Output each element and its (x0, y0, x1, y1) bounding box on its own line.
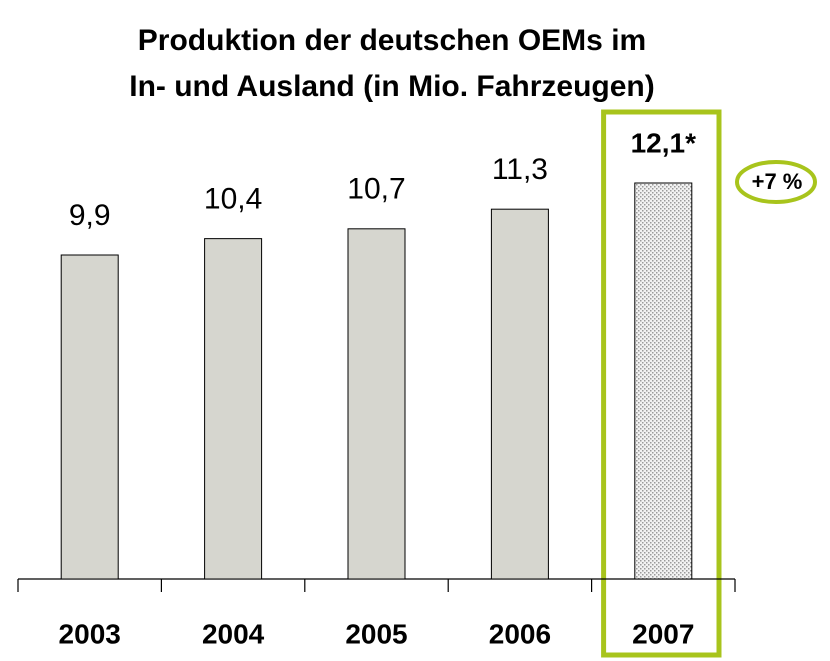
x-tick-label: 2007 (632, 618, 694, 649)
value-label: 12,1* (631, 127, 696, 158)
bar (634, 182, 693, 580)
chart-title: Produktion der deutschen OEMs im (138, 24, 646, 57)
x-tick-label: 2006 (489, 618, 551, 649)
chart-title: In- und Ausland (in Mio. Fahrzeugen) (129, 70, 655, 103)
bar (204, 238, 263, 580)
bar (347, 228, 406, 580)
annotation: +7 % (752, 169, 803, 194)
value-label: 10,4 (204, 183, 262, 216)
x-tick-label: 2003 (59, 618, 121, 649)
x-tick-label: 2004 (202, 618, 265, 649)
value-label: 9,9 (69, 199, 111, 232)
annotation-ring (735, 160, 817, 204)
value-label: 10,7 (347, 173, 405, 206)
value-label: 11,3 (492, 153, 548, 186)
bar (490, 208, 549, 580)
bar (60, 254, 119, 580)
x-tick-label: 2005 (345, 618, 407, 649)
highlight-frame (601, 109, 722, 658)
